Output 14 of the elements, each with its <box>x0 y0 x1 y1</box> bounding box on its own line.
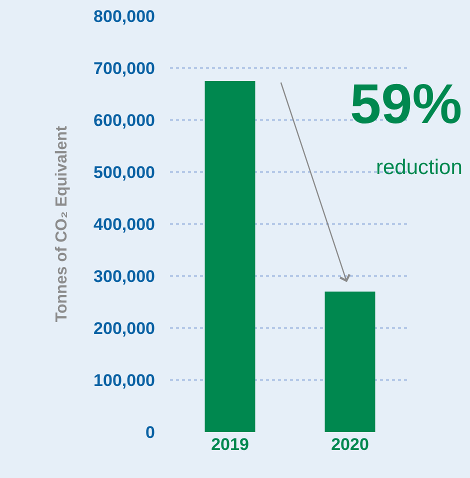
y-tick-label: 300,000 <box>94 266 155 286</box>
y-tick-label: 500,000 <box>94 162 155 182</box>
y-axis-title: Tonnes of CO₂ Equivalent <box>53 125 70 322</box>
y-tick-label: 800,000 <box>94 6 155 26</box>
y-tick-label: 0 <box>146 422 155 442</box>
y-tick-label: 100,000 <box>94 370 155 390</box>
y-tick-label: 600,000 <box>94 110 155 130</box>
y-tick-label: 200,000 <box>94 318 155 338</box>
x-tick-label: 2020 <box>331 435 369 454</box>
x-tick-label: 2019 <box>211 435 249 454</box>
y-tick-label: 700,000 <box>94 58 155 78</box>
annotation: reduction <box>376 156 462 179</box>
annotation: 59% <box>350 72 462 135</box>
y-tick-label: 400,000 <box>94 214 155 234</box>
